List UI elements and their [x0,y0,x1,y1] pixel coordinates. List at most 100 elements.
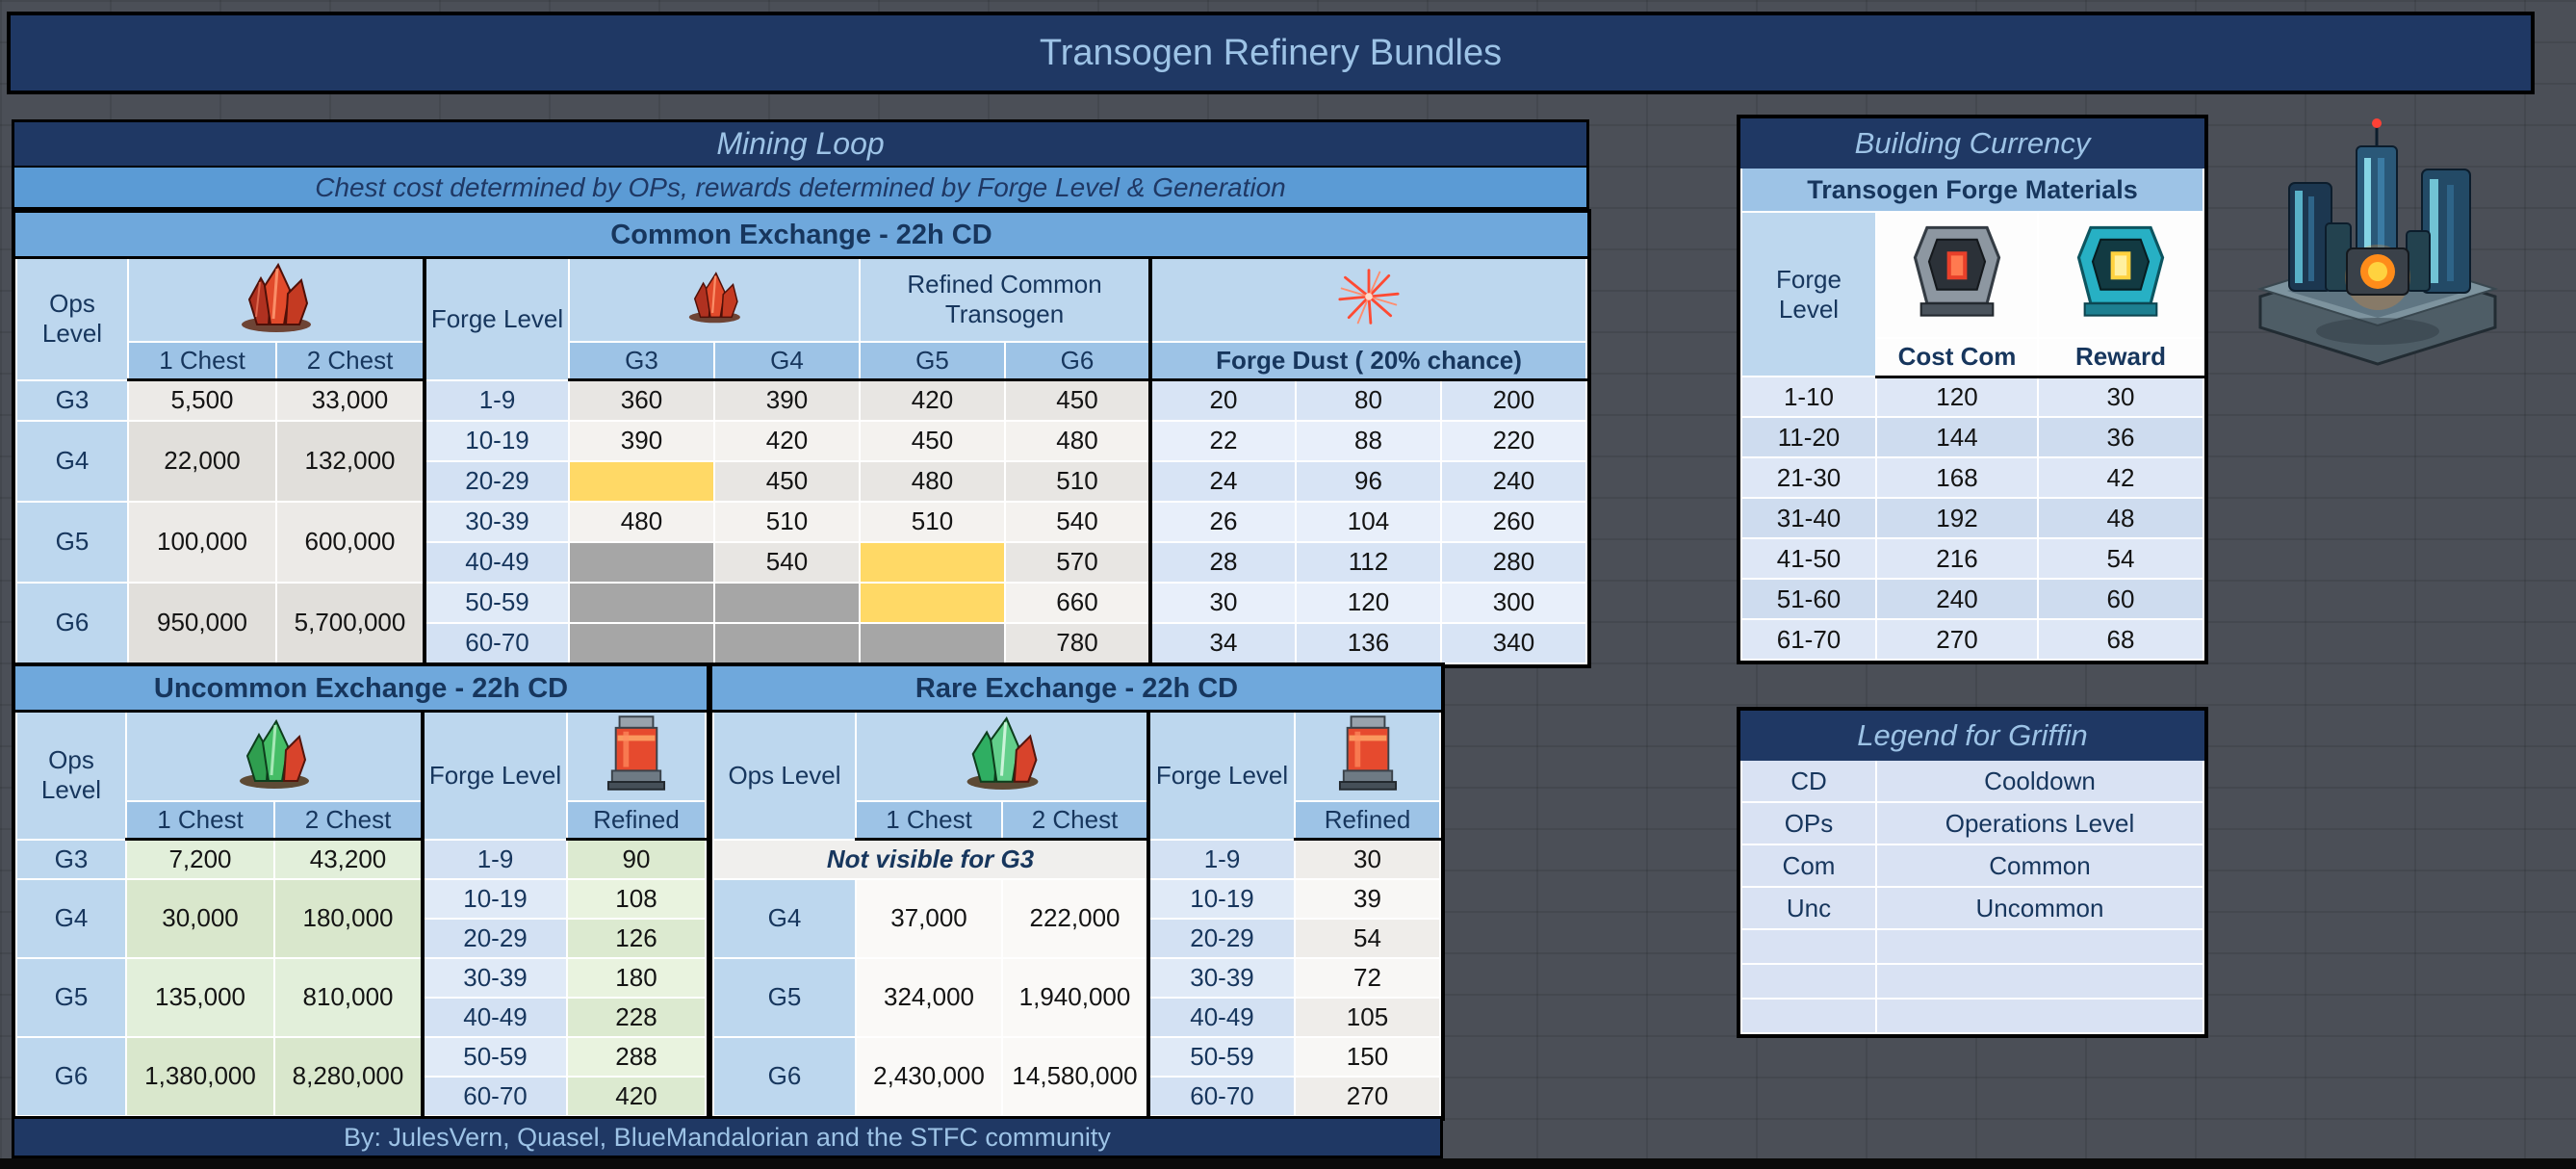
refined-g6-value: 510 [1004,459,1151,503]
legend-abbr: Unc [1740,886,1877,930]
common-exchange-table: Common Exchange - 22h CD Ops Level Forge… [12,209,1591,668]
refined-transogen-icon [688,271,740,323]
rare-crystal-icon [966,715,1038,790]
uncommon-crystal-icon [240,718,309,789]
table-row: 1 Chest 2 Chest Refined [16,799,707,841]
table-row: OPs Operations Level [1740,801,2204,845]
table-row: Ops Level Forge Level [15,710,707,841]
forge-dust-value: 300 [1440,581,1587,624]
chest1-header: 1 Chest [855,799,1003,841]
legend-meaning: Operations Level [1875,801,2204,845]
table-row: G5 100,000 600,000 30-39 480 510 510 540… [15,500,1587,584]
refined-value: 54 [1294,917,1441,959]
forge-level-range: 40-49 [1146,996,1296,1038]
building-currency-title: Building Currency [1740,118,2204,169]
refined-g3-value: 480 [568,500,715,543]
table-row: Forge Level [1740,211,2204,377]
refined-g4-disabled-cell [713,581,861,624]
ops-gen-label: G5 [15,500,129,584]
refined-g5-highlighted-cell [859,540,1006,584]
refined-g3-value: 390 [568,419,715,462]
reward-forge-machine-icon-cell [2037,211,2204,339]
table-row: 31-40 192 48 [1740,497,2204,539]
table-row: Transogen Forge Materials [1740,167,2204,213]
mining-loop-title: Mining Loop [716,126,885,161]
legend-empty-cell [1740,928,1877,965]
reward-value: 68 [2037,618,2204,661]
chest2-header: 2 Chest [1001,799,1149,841]
refined-canister-icon [606,714,666,791]
table-row: G5 135,000 810,000 30-39 180 [15,956,707,1038]
table-row: Cost Com Reward [1741,337,2204,378]
refined-transogen-icon-cell [568,256,861,343]
forge-dust-value: 26 [1148,500,1297,543]
refined-g5-value: 420 [859,378,1006,422]
chest2-header: 2 Chest [273,799,424,841]
building-currency-panel: Building Currency Transogen Forge Materi… [1737,115,2208,664]
forge-level-range: 30-39 [1146,956,1296,999]
building-currency-subtitle: Transogen Forge Materials [1740,167,2204,213]
ops-gen-label: G4 [15,419,129,503]
ops-gen-label: G4 [712,877,857,959]
rare-exchange-table: Rare Exchange - 22h CD Ops Level Forge L… [708,662,1445,1121]
refined-canister-icon-cell [1294,710,1441,802]
refined-header: Refined [566,799,707,841]
legend-empty-cell [1740,998,1877,1034]
g5-header: G5 [859,340,1006,381]
refined-value: 108 [566,877,707,920]
table-row: 40-49 105 [713,996,1441,1038]
chest2-cost: 33,000 [275,378,425,422]
table-row: CD Cooldown [1740,759,2204,803]
refined-g6-value: 540 [1004,500,1151,543]
cost-value: 192 [1875,497,2039,539]
table-row: 60-70 420 [16,1075,707,1117]
forge-level-header: Forge Level [1146,710,1296,841]
g3-header: G3 [568,340,715,381]
forge-level-range: 10-19 [421,877,568,920]
reward-value: 48 [2037,497,2204,539]
table-row: Ops Level Forge Level Refined Common Tra… [15,256,1587,381]
table-row: Not visible for G3 1-9 30 [712,838,1441,880]
refined-value: 180 [566,956,707,999]
legend-abbr: CD [1740,759,1877,803]
refined-value: 270 [1294,1075,1441,1117]
chest2-cost: 43,200 [273,838,424,880]
forge-dust-value: 20 [1148,378,1297,422]
forge-dust-value: 120 [1295,581,1442,624]
uncommon-exchange-grid: Uncommon Exchange - 22h CD Ops Level For… [15,666,707,1117]
table-row [1740,963,2204,1000]
refined-value: 150 [1294,1035,1441,1078]
forge-dust-value: 112 [1295,540,1442,584]
refined-g3-disabled-cell [568,581,715,624]
common-exchange-grid: Common Exchange - 22h CD Ops Level Forge… [15,213,1587,664]
cost-forge-machine-icon [1913,225,2001,317]
forge-level-range: 1-9 [1146,838,1296,880]
refined-value: 30 [1294,838,1441,880]
refined-g6-value: 780 [1004,621,1151,664]
chest1-cost: 22,000 [127,419,277,503]
forge-level-header: Forge Level [421,710,568,841]
forge-dust-value: 280 [1440,540,1587,584]
g4-header: G4 [713,340,861,381]
forge-dust-value: 22 [1148,419,1297,462]
forge-dust-value: 30 [1148,581,1297,624]
table-row: Common Exchange - 22h CD [15,213,1587,259]
forge-level-range: 41-50 [1740,537,1877,580]
legend-empty-cell [1740,963,1877,1000]
refined-g5-disabled-cell [859,621,1006,664]
legend-title: Legend for Griffin [1740,711,2204,761]
chest2-cost: 132,000 [275,419,425,503]
table-row: 11-20 144 36 [1740,416,2204,458]
table-row: 20-29 450 480 510 24 96 240 [16,459,1587,503]
chest2-cost: 222,000 [1001,877,1149,959]
chest2-cost: 1,940,000 [1001,956,1149,1038]
refined-canister-icon [1338,714,1397,791]
forge-dust-value: 34 [1148,621,1297,664]
forge-level-range: 20-29 [423,459,570,503]
table-row: G6 950,000 5,700,000 50-59 660 30 120 30… [15,581,1587,664]
forge-dust-icon [1338,268,1400,325]
table-row: G5 324,000 1,940,000 30-39 72 [712,956,1441,1038]
table-row [1740,928,2204,965]
legend-meaning: Common [1875,844,2204,888]
refined-g3-disabled-cell [568,540,715,584]
